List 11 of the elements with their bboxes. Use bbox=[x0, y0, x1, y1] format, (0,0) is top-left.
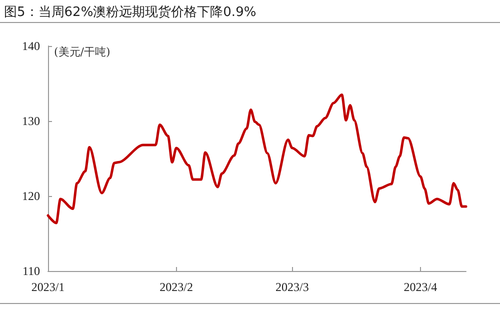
x-tick-label: 2023/4 bbox=[404, 280, 438, 294]
y-tick-label: 140 bbox=[22, 39, 40, 53]
y-tick-label: 110 bbox=[22, 264, 40, 278]
y-tick-label: 120 bbox=[22, 189, 40, 203]
x-tick-label: 2023/1 bbox=[31, 280, 65, 294]
y-axis-title: (美元/干吨) bbox=[54, 46, 110, 58]
x-tick-label: 2023/3 bbox=[276, 280, 309, 294]
chart-title: 图5：当周62%澳粉远期现货价格下降0.9% bbox=[4, 4, 256, 21]
x-tick-label: 2023/2 bbox=[160, 280, 193, 294]
line-series bbox=[46, 94, 468, 224]
y-tick-label: 130 bbox=[22, 114, 40, 128]
